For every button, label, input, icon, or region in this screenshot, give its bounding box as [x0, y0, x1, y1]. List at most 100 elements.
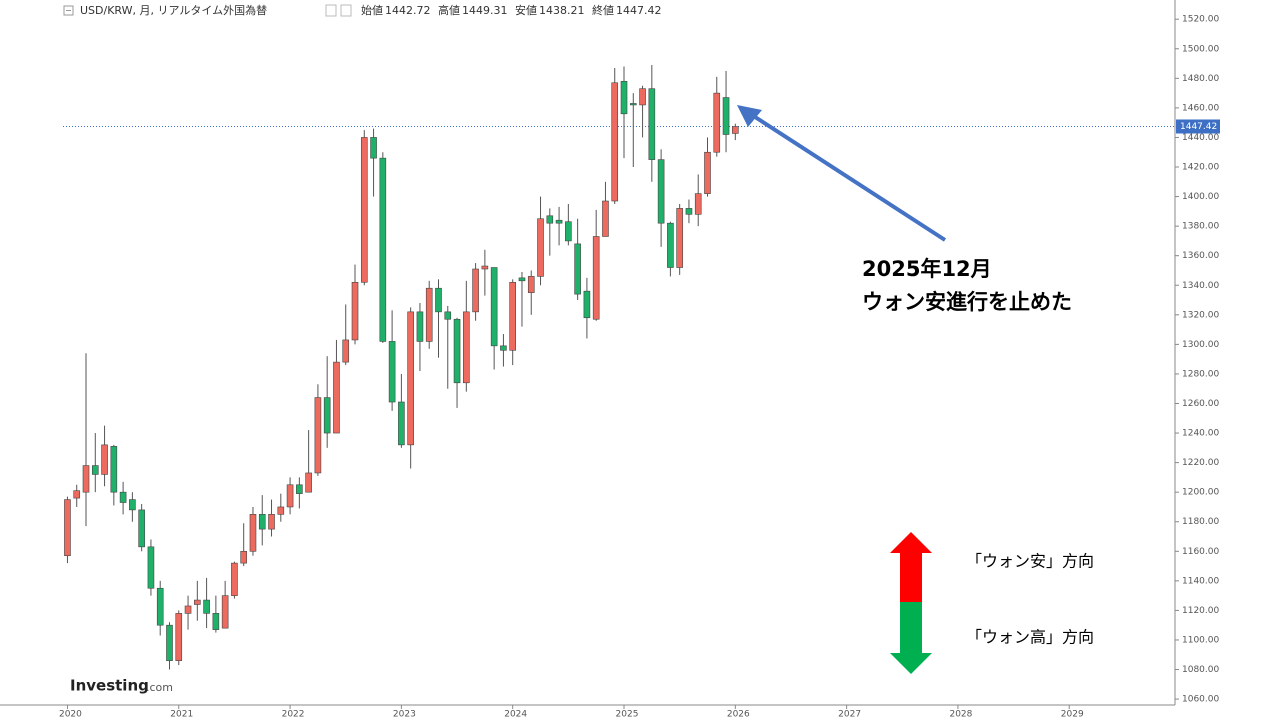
- candle-body: [221, 595, 229, 629]
- x-tick-label: 2020: [59, 710, 82, 720]
- candle-body: [537, 218, 544, 277]
- y-tick-label: 1360.00: [1182, 251, 1219, 261]
- candle-body: [360, 137, 368, 283]
- candle-body: [583, 290, 591, 319]
- ohlc-label: 高値: [438, 3, 460, 17]
- candle-body: [472, 268, 479, 313]
- candle-body: [425, 287, 433, 342]
- tool-icon[interactable]: [325, 4, 337, 17]
- candle-body: [231, 562, 238, 596]
- candle-body: [370, 137, 377, 159]
- y-tick-label: 1180.00: [1182, 517, 1219, 527]
- candle-body: [676, 208, 683, 268]
- candle-body: [407, 311, 414, 446]
- y-tick-label: 1060.00: [1182, 695, 1219, 705]
- annotation-arrow: [750, 113, 947, 242]
- candle-body: [203, 599, 210, 614]
- candle-body: [444, 311, 452, 320]
- candle-body: [184, 605, 192, 614]
- candle-body: [64, 499, 71, 557]
- y-tick-label: 1220.00: [1182, 458, 1219, 468]
- y-tick-label: 1160.00: [1182, 547, 1219, 557]
- tool-icon[interactable]: [340, 4, 352, 17]
- candle-body: [212, 613, 220, 630]
- candle-body: [732, 126, 739, 134]
- y-tick-label: 1400.00: [1182, 192, 1219, 202]
- logo-suffix: .com: [146, 681, 173, 694]
- collapse-icon[interactable]: [63, 5, 74, 16]
- candle-body: [323, 397, 331, 434]
- candle-body: [416, 311, 424, 342]
- candle-body: [110, 446, 118, 493]
- candle-body: [704, 151, 711, 194]
- y-tick-label: 1440.00: [1182, 133, 1219, 143]
- candle-body: [648, 88, 656, 160]
- chart-title: USD/KRW, 月, リアルタイム外国為替: [80, 3, 267, 17]
- candle-body: [156, 587, 164, 626]
- candle-body: [82, 465, 90, 493]
- x-tick-label: 2024: [504, 710, 527, 720]
- candle-body: [258, 514, 266, 530]
- annotation: 2025年12月: [862, 257, 992, 281]
- y-tick-label: 1200.00: [1182, 488, 1219, 498]
- y-tick-label: 1080.00: [1182, 665, 1219, 675]
- x-tick-label: 2027: [838, 710, 861, 720]
- x-tick-label: 2023: [393, 710, 416, 720]
- annotation-arrowhead: [737, 105, 762, 127]
- candle-body: [555, 219, 563, 224]
- candle-body: [314, 397, 322, 474]
- direction-label: 「ウォン安」方向: [966, 552, 1094, 571]
- candle-body: [101, 444, 108, 475]
- candle-body: [722, 97, 730, 135]
- y-tick-label: 1140.00: [1182, 576, 1219, 586]
- last-price-label: 1447.42: [1180, 122, 1217, 132]
- ohlc-label: 安値: [515, 3, 537, 17]
- candle-body: [611, 82, 619, 202]
- x-tick-label: 2028: [949, 710, 972, 720]
- x-tick-label: 2025: [616, 710, 639, 720]
- candle-body: [268, 514, 275, 530]
- candle-body: [333, 361, 340, 434]
- candle-body: [602, 200, 609, 237]
- y-tick-label: 1520.00: [1182, 15, 1219, 25]
- candle-body: [305, 472, 312, 493]
- ohlc-value: 1449.31: [462, 4, 508, 17]
- ohlc-value: 1447.42: [616, 4, 662, 17]
- ohlc-value: 1438.21: [539, 4, 585, 17]
- candle-body: [713, 92, 721, 153]
- candle-body: [249, 514, 257, 552]
- candle-body: [657, 159, 665, 224]
- candle-body: [546, 215, 554, 224]
- candle-body: [277, 506, 285, 515]
- candle-body: [565, 221, 572, 242]
- candle-body: [694, 193, 702, 215]
- candle-body: [388, 341, 396, 403]
- candle-body: [194, 599, 201, 605]
- last-price-box: [1176, 119, 1220, 134]
- candle-body: [592, 236, 600, 320]
- candle-body: [351, 281, 359, 341]
- y-tick-label: 1240.00: [1182, 429, 1219, 439]
- y-tick-label: 1500.00: [1182, 44, 1219, 54]
- y-tick-label: 1460.00: [1182, 103, 1219, 113]
- candle-body: [509, 281, 516, 351]
- candle-body: [147, 546, 155, 589]
- candle-body: [398, 401, 405, 446]
- candle-body: [667, 222, 674, 268]
- x-tick-label: 2026: [727, 710, 750, 720]
- y-tick-label: 1320.00: [1182, 310, 1219, 320]
- candle-body: [490, 267, 498, 347]
- candle-body: [138, 509, 145, 548]
- candle-body: [166, 624, 173, 661]
- candle-body: [119, 491, 127, 503]
- x-tick-label: 2021: [170, 710, 193, 720]
- y-tick-label: 1260.00: [1182, 399, 1219, 409]
- y-tick-label: 1120.00: [1182, 606, 1219, 616]
- candle-body: [296, 484, 303, 494]
- candle-body: [527, 276, 535, 293]
- direction-label: 「ウォン高」方向: [966, 628, 1094, 647]
- candle-body: [463, 311, 470, 384]
- candle-body: [91, 465, 99, 475]
- candle-body: [518, 277, 526, 282]
- x-tick-label: 2022: [282, 710, 305, 720]
